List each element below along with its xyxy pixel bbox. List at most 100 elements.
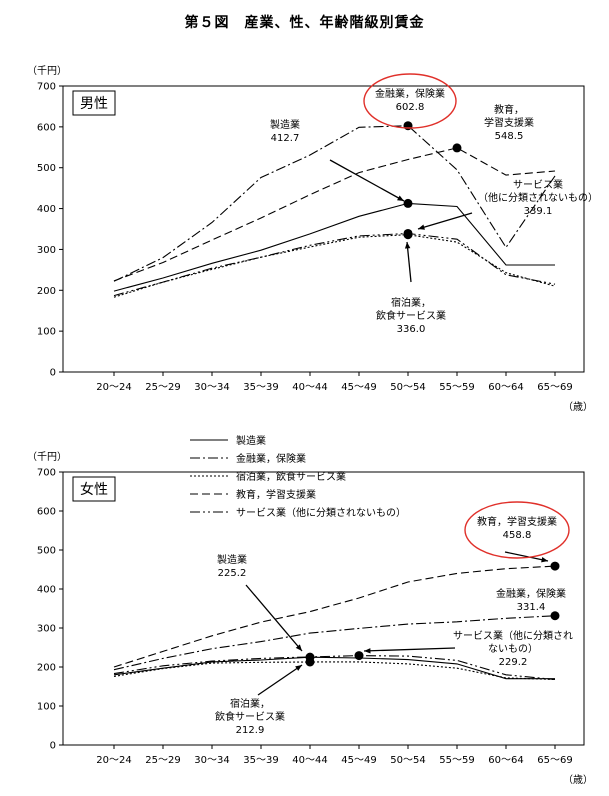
- y-tick-label: 500: [37, 546, 56, 557]
- y-tick-label: 300: [37, 624, 56, 635]
- panel-label-box: [72, 90, 116, 116]
- y-tick-label: 0: [50, 741, 56, 752]
- panel-label: 女性: [80, 481, 108, 498]
- panel-label: 男性: [80, 96, 108, 112]
- annotation-value: 212.9: [236, 725, 265, 736]
- legend-label: 教育，学習支援業: [236, 488, 316, 501]
- y-tick-label: 400: [37, 204, 56, 215]
- annotation-value: 412.7: [271, 133, 300, 144]
- y-tick-label: 300: [37, 245, 56, 256]
- panel-label-box: [72, 476, 116, 502]
- annotation-arrow: [406, 241, 412, 283]
- x-unit-label: （歳）: [563, 774, 593, 786]
- annotation-label: 製造業: [217, 553, 247, 566]
- series-line-0: [113, 202, 555, 292]
- annotation-label: 金融業，保険業: [496, 587, 566, 600]
- series-line-1: [113, 125, 556, 282]
- annotation-label: 製造業: [270, 118, 300, 131]
- annotation-label: 宿泊業，飲食サービス業: [376, 296, 446, 322]
- annotation-arrowhead: [404, 242, 411, 249]
- annotation-label-line: 教育，: [494, 103, 524, 116]
- series-line-2: [113, 661, 556, 681]
- x-tick-label: 25～29: [145, 755, 180, 766]
- y-unit-label: （千円）: [27, 451, 67, 463]
- annotation-label: 教育，学習支援業: [477, 515, 557, 528]
- annotation-arrow: [363, 647, 456, 652]
- x-tick-label: 35～39: [243, 755, 278, 766]
- annotation-label-line: ないもの）: [488, 643, 538, 655]
- annotation-arrow: [245, 584, 303, 652]
- y-tick-label: 200: [37, 663, 56, 674]
- annotation-arrowhead: [295, 644, 302, 651]
- x-tick-label: 60～64: [488, 382, 523, 393]
- series-line-3: [113, 565, 556, 668]
- x-tick-label: 35～39: [243, 382, 278, 393]
- annotation-label: 教育，学習支援業: [484, 103, 534, 129]
- data-point-marker: [354, 651, 364, 661]
- x-tick-label: 50～54: [390, 755, 425, 766]
- x-tick-label: 45～49: [341, 755, 376, 766]
- data-point-marker: [403, 121, 413, 131]
- annotation-value: 225.2: [218, 568, 247, 579]
- y-tick-label: 500: [37, 163, 56, 174]
- annotation-arrow: [504, 551, 549, 562]
- y-tick-label: 600: [37, 507, 56, 518]
- legend-label: 金融業，保険業: [236, 452, 306, 465]
- plot-frame: [62, 471, 585, 746]
- annotation-label-line: （他に分類されないもの）: [478, 191, 598, 204]
- annotation-arrowhead: [397, 195, 404, 201]
- annotation-label: サービス業（他に分類されないもの）: [478, 178, 598, 204]
- series-line-2: [113, 234, 556, 298]
- figure-title: 第５図 産業、性、年齢階級別賃金: [184, 15, 425, 31]
- annotation-label: 宿泊業，飲食サービス業: [215, 697, 285, 723]
- y-tick-label: 600: [37, 122, 56, 133]
- x-unit-label: （歳）: [563, 401, 593, 413]
- annotation-value: 548.5: [495, 131, 524, 142]
- y-tick-label: 400: [37, 585, 56, 596]
- annotation-label-line: 飲食サービス業: [376, 309, 446, 322]
- y-tick-label: 0: [50, 368, 56, 379]
- annotation-label-line: 製造業: [270, 118, 300, 131]
- data-point-marker: [550, 611, 560, 621]
- x-tick-label: 60～64: [488, 755, 523, 766]
- annotation-label-line: 飲食サービス業: [215, 710, 285, 723]
- annotation-label-line: サービス業（他に分類され: [453, 629, 573, 642]
- annotation-label-line: 教育，学習支援業: [477, 515, 557, 528]
- series-line-4: [113, 232, 556, 297]
- x-tick-label: 45～49: [341, 382, 376, 393]
- legend-label: 宿泊業，飲食サービス業: [236, 470, 346, 483]
- annotation-arrowhead: [541, 557, 548, 563]
- x-tick-label: 20～24: [96, 382, 131, 393]
- annotation-value: 602.8: [396, 102, 425, 113]
- annotation-label: 金融業，保険業: [375, 87, 445, 100]
- x-tick-label: 20～24: [96, 755, 131, 766]
- x-tick-label: 25～29: [145, 382, 180, 393]
- y-unit-label: （千円）: [27, 65, 67, 77]
- annotation-label-line: 学習支援業: [484, 116, 534, 129]
- annotation-label-line: サービス業: [513, 178, 563, 191]
- x-tick-label: 55～59: [439, 755, 474, 766]
- series-line-1: [113, 615, 556, 671]
- annotation-value: 229.2: [499, 657, 528, 668]
- data-point-marker: [305, 657, 315, 667]
- x-tick-label: 65～69: [537, 382, 572, 393]
- plot-frame: [62, 85, 585, 373]
- x-tick-label: 55～59: [439, 382, 474, 393]
- x-tick-label: 30～34: [194, 755, 229, 766]
- x-tick-label: 65～69: [537, 755, 572, 766]
- series-line-4: [113, 655, 556, 681]
- data-point-marker: [403, 198, 413, 208]
- annotation-label-line: 製造業: [217, 553, 247, 566]
- y-tick-label: 700: [37, 468, 56, 479]
- legend-label: 製造業: [236, 434, 266, 447]
- annotation-label-line: 金融業，保険業: [375, 87, 445, 100]
- x-tick-label: 40～44: [292, 382, 327, 393]
- annotation-arrow: [329, 159, 405, 202]
- data-point-marker: [452, 143, 462, 153]
- series-line-0: [113, 656, 555, 680]
- annotation-value: 336.0: [397, 324, 426, 335]
- x-tick-label: 50～54: [390, 382, 425, 393]
- annotation-arrowhead: [364, 648, 371, 654]
- data-point-marker: [550, 561, 560, 571]
